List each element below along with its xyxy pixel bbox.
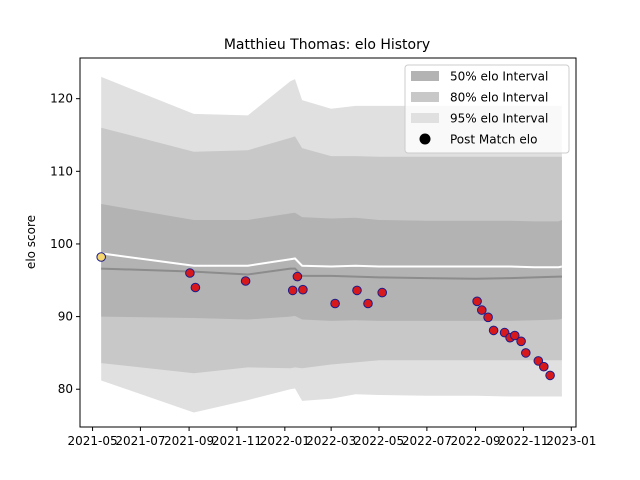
- post-match-point: [539, 361, 549, 372]
- x-tick-label: 2022-05: [354, 434, 404, 448]
- post-match-point: [483, 312, 493, 323]
- legend-box: [404, 64, 570, 154]
- x-tick-label: 2022-03: [306, 434, 356, 448]
- post-match-point: [533, 356, 544, 366]
- post-match-point: [352, 285, 362, 296]
- post-match-point: [190, 282, 201, 293]
- post-match-point: [545, 370, 555, 381]
- plot-area: [79, 57, 577, 428]
- x-tick-label: 2021-09: [164, 434, 214, 448]
- chart-title: Matthieu Thomas: elo History: [224, 37, 430, 53]
- post-match-point: [185, 268, 195, 278]
- post-match-markers: [96, 252, 555, 381]
- y-tick-label: 100: [50, 237, 73, 251]
- y-tick-label: 90: [58, 310, 73, 324]
- legend-swatch: [411, 71, 439, 81]
- legend-swatch: [411, 113, 439, 123]
- legend-marker: [419, 133, 431, 145]
- legend-label: 80% elo Interval: [450, 91, 548, 105]
- post-match-point: [521, 348, 531, 358]
- post-match-point: [377, 287, 388, 298]
- post-match-point: [472, 296, 482, 307]
- x-tick-label: 2021-07: [115, 434, 165, 448]
- band-50: [101, 204, 562, 321]
- x-tick-label: 2022-11: [498, 434, 548, 448]
- post-match-point: [477, 305, 487, 315]
- x-tick-label: 2022-07: [402, 434, 452, 448]
- y-axis-label: elo score: [24, 215, 38, 269]
- post-match-point: [488, 325, 499, 336]
- post-match-point: [287, 285, 298, 296]
- post-match-point: [330, 298, 340, 309]
- legend: 50% elo Interval 80% elo Interval 95% elo …: [404, 64, 570, 154]
- post-match-point: [292, 271, 303, 282]
- y-axis: 80 90 100 110 120: [50, 92, 80, 396]
- x-tick-label: 2022-01: [260, 434, 310, 448]
- x-axis: 2021-052021-072021-092021-112022-012022-…: [67, 427, 596, 448]
- post-match-point: [298, 284, 308, 295]
- y-tick-label: 80: [58, 382, 73, 396]
- post-match-point: [240, 276, 251, 286]
- x-tick-label: 2023-01: [546, 434, 596, 448]
- median-line: [101, 267, 562, 280]
- mean-line: [101, 252, 563, 269]
- y-tick-label: 110: [50, 164, 73, 178]
- post-match-point: [363, 298, 373, 309]
- plot-frame: [79, 57, 577, 428]
- post-match-point: [96, 252, 106, 262]
- interval-bands: [101, 76, 562, 413]
- x-tick-label: 2021-11: [212, 434, 262, 448]
- x-tick-label: 2022-09: [450, 434, 500, 448]
- x-tick-label: 2021-05: [67, 434, 117, 448]
- legend-swatch: [411, 92, 439, 102]
- legend-label: 95% elo Interval: [450, 112, 548, 126]
- trend-lines: [101, 252, 563, 280]
- legend-label: Post Match elo: [450, 133, 537, 147]
- post-match-point: [516, 336, 526, 347]
- y-tick-label: 120: [50, 92, 73, 106]
- post-match-point: [510, 330, 520, 341]
- legend-label: 50% elo Interval: [450, 70, 548, 84]
